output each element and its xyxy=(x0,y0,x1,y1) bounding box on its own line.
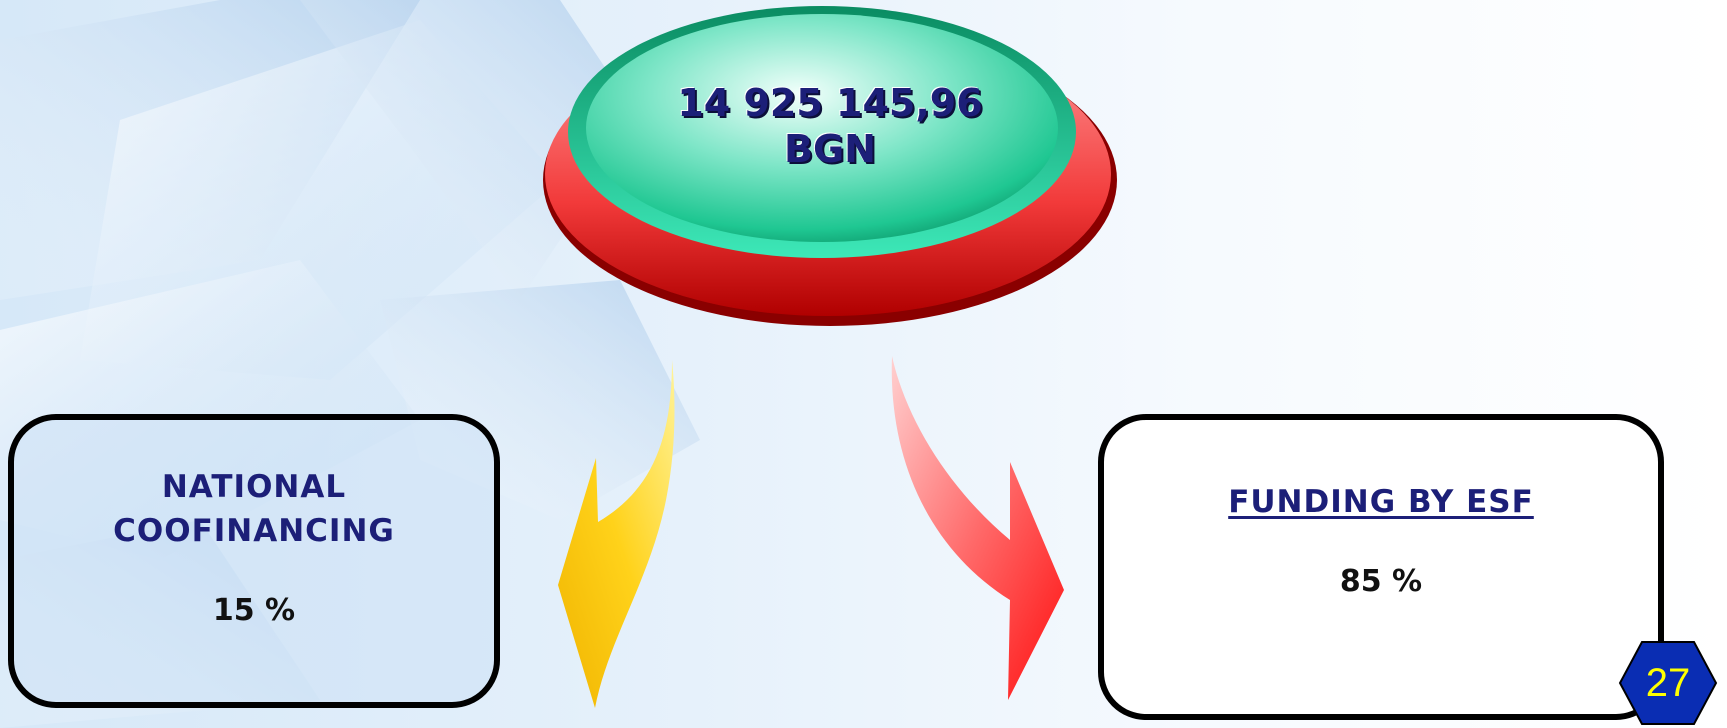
page-number-badge: 27 xyxy=(1618,640,1718,726)
total-currency: BGN xyxy=(784,127,876,171)
esf-funding-box: FUNDING BY ESF 85 % xyxy=(1098,414,1664,720)
hexagon-icon xyxy=(1618,641,1718,725)
arrow-to-national xyxy=(558,360,675,708)
arrow-to-esf xyxy=(891,356,1064,700)
national-title-line2: COOFINANCING xyxy=(113,513,395,549)
national-title-line1: NATIONAL xyxy=(161,469,347,505)
page-number: 27 xyxy=(1645,661,1691,705)
glass-shape xyxy=(300,0,640,300)
total-top-disc xyxy=(586,14,1058,242)
national-percent: 15 % xyxy=(212,593,296,628)
esf-percent: 85 % xyxy=(1339,564,1423,599)
total-amount-value: 14 925 145,96 xyxy=(677,81,983,125)
total-amount: 14 925 145,96 BGN xyxy=(590,80,1070,172)
esf-title: FUNDING BY ESF xyxy=(1228,484,1534,520)
national-cofinancing-box: NATIONAL COOFINANCING 15 % xyxy=(8,414,500,708)
